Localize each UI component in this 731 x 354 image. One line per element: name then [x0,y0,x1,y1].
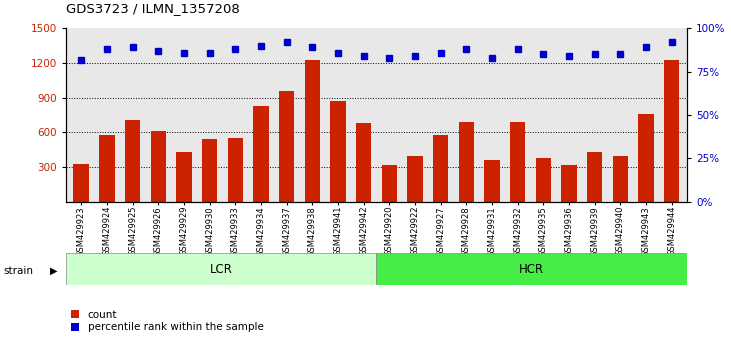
Bar [664,59,679,202]
Bar [458,122,474,202]
Bar [202,139,217,202]
Bar [305,59,320,202]
Bar [330,101,346,202]
Legend: count, percentile rank within the sample: count, percentile rank within the sample [71,310,264,332]
Bar [99,135,115,202]
Bar [407,155,423,202]
Text: HCR: HCR [519,263,545,275]
Bar [253,106,268,202]
Bar [638,114,654,202]
Text: strain: strain [4,266,34,276]
Bar [125,120,140,202]
Bar [74,164,89,202]
Bar [561,165,577,202]
Text: LCR: LCR [210,263,232,275]
Bar [66,253,376,285]
Bar [433,135,448,202]
Bar [485,160,500,202]
Bar [227,138,243,202]
Text: GDS3723 / ILMN_1357208: GDS3723 / ILMN_1357208 [66,2,240,15]
Bar [356,123,371,202]
Bar [176,152,192,202]
Bar [536,158,551,202]
Bar [151,131,166,202]
Bar [376,253,687,285]
Bar [613,155,628,202]
Text: ▶: ▶ [50,266,57,276]
Bar [382,165,397,202]
Bar [587,152,602,202]
Bar [279,91,295,202]
Bar [510,122,526,202]
